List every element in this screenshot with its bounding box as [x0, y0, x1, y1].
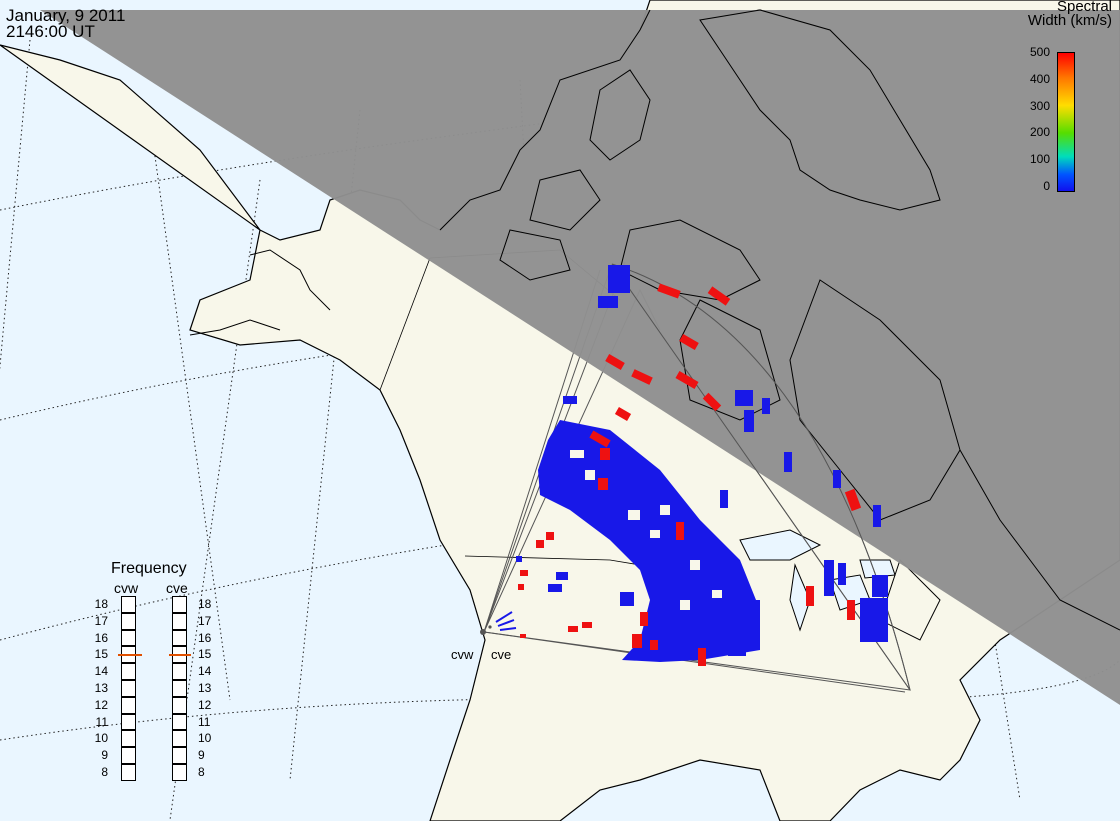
colorbar-title-line2: Width (km/s) [1027, 12, 1112, 29]
radar-site-cvw [480, 629, 486, 635]
radar-site-markers [480, 625, 492, 635]
freq-cell-cve-12 [172, 696, 187, 714]
freq-cell-cvw-14 [121, 663, 136, 680]
freq-scale-cvw-13: 13 [94, 681, 108, 695]
freq-scale-cvw-15: 15 [94, 647, 108, 662]
timestamp-header: January, 9 2011 2146:00 UT [6, 6, 126, 41]
freq-scale-cve-14: 14 [198, 664, 212, 679]
site-label-cve: cve [491, 647, 512, 662]
colorbar-tick-100: 100 [1029, 152, 1050, 167]
colorbar-title-line1: Spectral [1056, 0, 1112, 15]
freq-cell-cvw-11 [121, 713, 136, 731]
radar-site-cve [488, 625, 492, 629]
colorbar-tick-300: 300 [1029, 98, 1050, 113]
freq-cell-cve-16 [172, 629, 187, 647]
freq-cell-cve-14 [172, 663, 187, 680]
freq-label-cve: cve [166, 580, 188, 596]
freq-label-cvw: cvw [114, 580, 139, 596]
time-label: 2146:00 UT [6, 22, 95, 41]
freq-scale-cve-18: 18 [198, 597, 212, 611]
freq-indicator-cve [169, 653, 191, 656]
freq-scale-cvw-11: 11 [95, 714, 108, 729]
freq-cell-cve-17 [172, 612, 187, 630]
freq-indicator-cvw [118, 653, 142, 656]
freq-scale-cvw-18: 18 [94, 597, 108, 611]
freq-scale-cve-12: 12 [198, 697, 212, 712]
backscatter-high-width [518, 283, 862, 666]
freq-scale-cve-15: 15 [198, 647, 212, 662]
colorbar-tick-200: 200 [1029, 125, 1050, 140]
freq-cell-cve-10 [172, 730, 187, 748]
site-label-cvw: cvw [451, 647, 474, 662]
freq-cell-cvw-9 [121, 747, 136, 764]
freq-scale-cve-11: 11 [198, 714, 211, 729]
freq-cell-cvw-13 [121, 680, 136, 697]
freq-cell-cvw-10 [121, 730, 136, 748]
colorbar-title: Spectral Width (km/s) [1028, 0, 1112, 28]
freq-scale-cve-13: 13 [198, 681, 212, 695]
freq-cell-cvw-12 [121, 696, 136, 714]
freq-cell-cve-13 [172, 680, 187, 697]
backscatter-gaps [570, 450, 722, 610]
backscatter-low-width [516, 265, 888, 662]
night-shading [40, 10, 1120, 705]
colorbar-tick-400: 400 [1029, 71, 1050, 86]
freq-cell-cvw-16 [121, 629, 136, 647]
freq-scale-cve-10: 10 [198, 731, 212, 746]
freq-scale-cve-8: 8 [198, 765, 205, 779]
date-label: January, 9 2011 [6, 6, 126, 25]
freq-scale-cvw-14: 14 [94, 664, 108, 679]
freq-scale-cvw-12: 12 [94, 697, 108, 712]
freq-cell-cvw-18 [121, 596, 136, 613]
alaska-coast [189, 249, 331, 336]
freq-scale-cve-9: 9 [198, 748, 205, 763]
colorbar [1057, 52, 1075, 192]
freq-cell-cve-18 [172, 596, 187, 613]
freq-scale-cvw-17: 17 [94, 613, 108, 628]
frequency-title: Frequency [111, 560, 187, 577]
freq-scale-cvw-9: 9 [101, 748, 108, 763]
colorbar-tick-500: 500 [1029, 45, 1050, 59]
freq-scale-cvw-16: 16 [94, 630, 108, 645]
colorbar-tick-0: 0 [1043, 179, 1050, 193]
freq-scale-cve-16: 16 [198, 630, 212, 645]
freq-scale-cvw-10: 10 [94, 731, 108, 746]
freq-cell-cvw-8 [121, 764, 136, 781]
freq-cell-cve-11 [172, 713, 187, 731]
freq-cell-cve-8 [172, 764, 187, 781]
freq-scale-cve-17: 17 [198, 613, 212, 628]
freq-scale-cvw-8: 8 [101, 765, 108, 779]
freq-cell-cvw-17 [121, 612, 136, 630]
radar-beam-lines [495, 611, 517, 631]
freq-cell-cve-9 [172, 747, 187, 764]
